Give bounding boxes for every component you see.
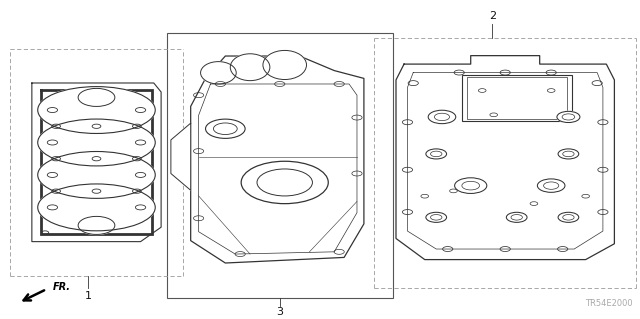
Ellipse shape [200, 62, 236, 84]
Polygon shape [191, 56, 364, 263]
Ellipse shape [38, 184, 156, 231]
Circle shape [47, 205, 58, 210]
Circle shape [557, 111, 580, 122]
Circle shape [426, 149, 447, 159]
Polygon shape [396, 56, 614, 260]
Circle shape [426, 212, 447, 222]
Circle shape [47, 140, 58, 145]
Text: 1: 1 [84, 291, 92, 301]
Circle shape [47, 173, 58, 177]
Text: 2: 2 [489, 11, 496, 21]
Polygon shape [171, 123, 191, 190]
Circle shape [136, 140, 146, 145]
Ellipse shape [78, 216, 115, 234]
Circle shape [132, 189, 141, 193]
Bar [167, 33, 394, 298]
Ellipse shape [38, 86, 156, 133]
Text: TR54E2000: TR54E2000 [586, 300, 633, 308]
Circle shape [454, 178, 487, 193]
Circle shape [558, 212, 579, 222]
Ellipse shape [38, 119, 156, 166]
Circle shape [47, 108, 58, 113]
Circle shape [136, 108, 146, 113]
Circle shape [136, 173, 146, 177]
Circle shape [92, 124, 101, 128]
Bar [467, 77, 567, 119]
Circle shape [241, 161, 328, 204]
Circle shape [132, 157, 141, 161]
Circle shape [92, 189, 101, 193]
Circle shape [538, 179, 565, 192]
Circle shape [132, 124, 141, 128]
Circle shape [52, 189, 60, 193]
Circle shape [205, 119, 245, 138]
Circle shape [506, 212, 527, 222]
Circle shape [136, 205, 146, 210]
Text: FR.: FR. [53, 282, 71, 292]
Circle shape [52, 157, 60, 161]
Bar [461, 75, 572, 121]
Ellipse shape [38, 152, 156, 198]
Circle shape [428, 110, 456, 124]
Text: 3: 3 [276, 308, 284, 317]
Circle shape [92, 157, 101, 161]
Ellipse shape [263, 50, 307, 79]
Ellipse shape [78, 88, 115, 107]
Circle shape [558, 149, 579, 159]
Circle shape [52, 124, 60, 128]
Polygon shape [32, 83, 161, 241]
Ellipse shape [230, 54, 270, 81]
